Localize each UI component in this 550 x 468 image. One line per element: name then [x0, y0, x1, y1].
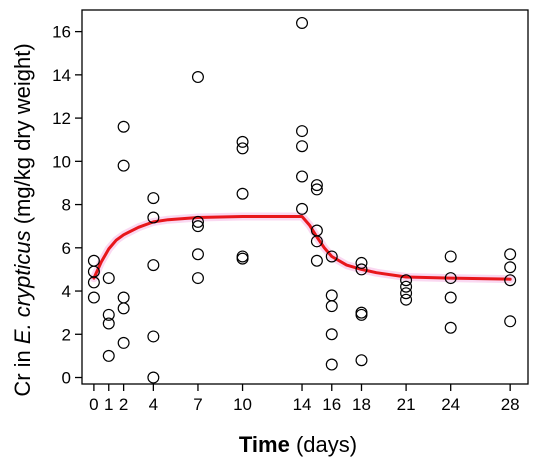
data-point [310, 179, 323, 192]
data-point [296, 125, 309, 138]
data-point [191, 272, 204, 285]
data-point [325, 328, 338, 341]
data-point [87, 276, 100, 289]
x-tick-label: 28 [501, 395, 520, 414]
data-point [191, 248, 204, 261]
x-axis-title-bold: Time [239, 432, 290, 457]
data-point [444, 250, 457, 263]
data-point [236, 142, 249, 155]
data-point [325, 358, 338, 371]
y-tick-label: 4 [62, 282, 71, 301]
x-tick-label: 21 [397, 395, 416, 414]
y-tick-label: 8 [62, 196, 71, 215]
data-point [325, 289, 338, 302]
data-point [117, 302, 130, 315]
data-point [444, 291, 457, 304]
data-point [400, 293, 413, 306]
data-point [444, 272, 457, 285]
data-point [355, 256, 368, 269]
data-point [236, 187, 249, 200]
x-tick-label: 1 [104, 395, 113, 414]
data-point [504, 248, 517, 261]
data-point [147, 259, 160, 272]
data-point [355, 263, 368, 276]
y-tick-label: 12 [52, 109, 71, 128]
data-point [296, 16, 309, 29]
x-tick-label: 16 [322, 395, 341, 414]
data-point [504, 261, 517, 274]
data-point [325, 300, 338, 313]
data-point [191, 220, 204, 233]
data-point [117, 291, 130, 304]
x-tick-label: 14 [293, 395, 312, 414]
y-axis-title-prefix: Cr in [10, 344, 35, 397]
data-point [400, 287, 413, 300]
data-point [296, 140, 309, 153]
x-tick-label: 18 [352, 395, 371, 414]
data-point [191, 215, 204, 228]
data-point [117, 159, 130, 172]
x-tick-label: 2 [119, 395, 128, 414]
data-point [325, 250, 338, 263]
data-point [400, 280, 413, 293]
fit-layer [89, 212, 515, 284]
data-point [236, 252, 249, 265]
data-point [102, 349, 115, 362]
data-point [310, 254, 323, 267]
data-point [355, 354, 368, 367]
x-tick-label: 24 [441, 395, 460, 414]
y-tick-label: 14 [52, 66, 71, 85]
x-axis-title-rest: (days) [290, 432, 357, 457]
data-point [355, 308, 368, 321]
y-axis-title-species: E. crypticus [10, 230, 35, 344]
data-point [400, 274, 413, 287]
data-point [310, 235, 323, 248]
fit-line [92, 215, 512, 281]
data-point [102, 317, 115, 330]
data-point [117, 336, 130, 349]
data-point [296, 170, 309, 183]
x-tick-label: 4 [149, 395, 158, 414]
data-point [147, 330, 160, 343]
y-tick-label: 0 [62, 369, 71, 388]
data-point [117, 120, 130, 133]
x-tick-label: 0 [89, 395, 98, 414]
data-point [310, 183, 323, 196]
data-point [102, 272, 115, 285]
data-point [444, 321, 457, 334]
y-tick-label: 10 [52, 152, 71, 171]
x-tick-label: 7 [193, 395, 202, 414]
y-tick-label: 6 [62, 239, 71, 258]
data-point [147, 371, 160, 384]
data-point [504, 274, 517, 287]
y-tick-label: 16 [52, 23, 71, 42]
data-point [87, 291, 100, 304]
x-axis-title: Time (days) [239, 432, 357, 457]
data-point [296, 202, 309, 215]
data-point [102, 308, 115, 321]
y-tick-label: 2 [62, 325, 71, 344]
data-point [504, 315, 517, 328]
data-point [147, 211, 160, 224]
plot-frame [81, 9, 529, 385]
data-point [147, 192, 160, 205]
data-point [236, 135, 249, 148]
y-axis-title: Cr in E. crypticus (mg/kg dry weight) [10, 43, 35, 396]
data-point [191, 71, 204, 84]
y-axis-title-suffix: (mg/kg dry weight) [10, 43, 35, 230]
x-tick-label: 10 [233, 395, 252, 414]
points-layer [87, 16, 517, 384]
